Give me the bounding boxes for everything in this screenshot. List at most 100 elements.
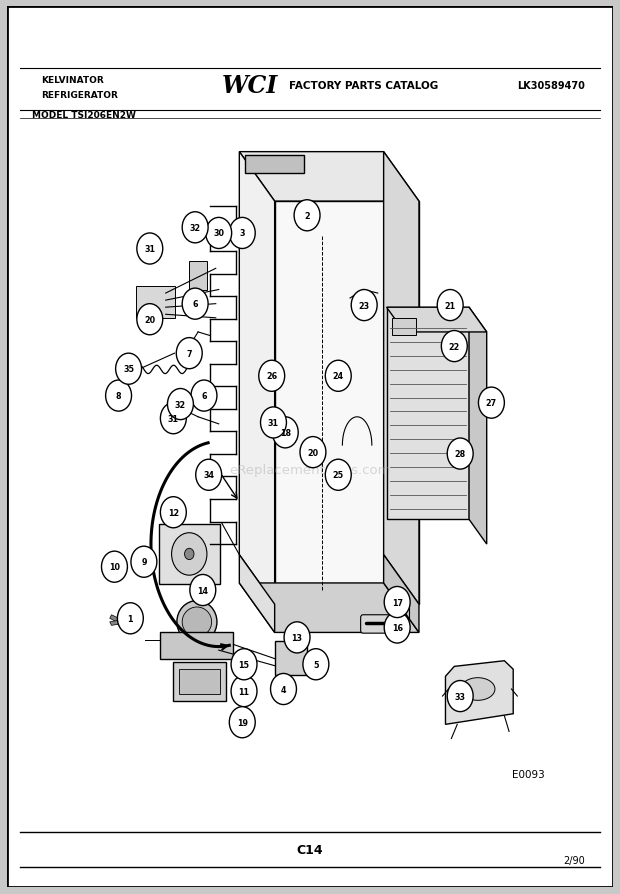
Text: MODEL TSI206EN2W: MODEL TSI206EN2W xyxy=(32,111,136,120)
Text: 32: 32 xyxy=(175,401,186,409)
Circle shape xyxy=(479,388,505,418)
FancyBboxPatch shape xyxy=(392,318,416,336)
Text: 24: 24 xyxy=(333,372,344,381)
Circle shape xyxy=(326,361,351,392)
Text: 9: 9 xyxy=(141,558,147,567)
Circle shape xyxy=(270,674,296,704)
Polygon shape xyxy=(445,661,513,724)
Text: 31: 31 xyxy=(168,414,179,423)
FancyBboxPatch shape xyxy=(197,393,210,406)
Circle shape xyxy=(117,603,143,634)
Circle shape xyxy=(384,612,410,644)
Polygon shape xyxy=(387,308,487,333)
Text: LK30589470: LK30589470 xyxy=(518,81,585,91)
Circle shape xyxy=(294,200,320,232)
Circle shape xyxy=(161,403,186,434)
Circle shape xyxy=(272,417,298,449)
Text: 33: 33 xyxy=(454,692,466,701)
Text: 27: 27 xyxy=(486,399,497,408)
Text: 3: 3 xyxy=(239,229,245,238)
Text: 19: 19 xyxy=(237,718,248,727)
Circle shape xyxy=(326,460,351,491)
Circle shape xyxy=(116,354,141,384)
Text: WCI: WCI xyxy=(222,74,278,98)
FancyBboxPatch shape xyxy=(179,670,221,694)
Text: 31: 31 xyxy=(144,245,155,254)
Text: 35: 35 xyxy=(123,365,134,374)
Text: 34: 34 xyxy=(203,471,214,480)
Text: 15: 15 xyxy=(239,660,249,669)
Text: 5: 5 xyxy=(313,660,319,669)
Text: 23: 23 xyxy=(358,301,370,310)
FancyBboxPatch shape xyxy=(246,156,304,173)
FancyBboxPatch shape xyxy=(174,662,226,701)
Text: 17: 17 xyxy=(392,598,402,607)
Circle shape xyxy=(441,331,467,362)
Circle shape xyxy=(260,408,286,439)
Text: 2/90: 2/90 xyxy=(564,856,585,865)
FancyBboxPatch shape xyxy=(189,262,207,291)
Text: 22: 22 xyxy=(449,342,460,351)
Text: 28: 28 xyxy=(454,450,466,459)
Polygon shape xyxy=(384,555,419,633)
Polygon shape xyxy=(110,619,133,626)
Text: 6: 6 xyxy=(192,299,198,308)
Circle shape xyxy=(182,289,208,320)
Circle shape xyxy=(131,546,157,578)
Text: 20: 20 xyxy=(144,316,156,325)
Polygon shape xyxy=(110,615,133,629)
Ellipse shape xyxy=(177,601,217,644)
Polygon shape xyxy=(239,555,275,633)
Text: 26: 26 xyxy=(266,372,277,381)
Circle shape xyxy=(102,552,128,583)
Circle shape xyxy=(229,218,255,249)
Text: 6: 6 xyxy=(202,392,206,401)
Text: 14: 14 xyxy=(197,586,208,595)
Text: 11: 11 xyxy=(239,687,249,696)
Circle shape xyxy=(172,533,207,576)
Circle shape xyxy=(206,218,232,249)
Text: 2: 2 xyxy=(304,212,310,221)
Polygon shape xyxy=(387,308,469,519)
Circle shape xyxy=(105,381,131,411)
Circle shape xyxy=(185,549,194,560)
Circle shape xyxy=(182,213,208,243)
Text: 12: 12 xyxy=(168,508,179,517)
Circle shape xyxy=(384,586,410,618)
Circle shape xyxy=(137,304,162,335)
Polygon shape xyxy=(384,153,419,604)
Circle shape xyxy=(190,575,216,606)
FancyBboxPatch shape xyxy=(136,287,175,318)
FancyBboxPatch shape xyxy=(159,525,221,585)
Circle shape xyxy=(447,439,473,469)
Text: 4: 4 xyxy=(281,685,286,694)
Text: 21: 21 xyxy=(445,301,456,310)
Circle shape xyxy=(447,680,473,712)
Text: 16: 16 xyxy=(392,623,402,632)
FancyBboxPatch shape xyxy=(361,615,401,634)
Circle shape xyxy=(167,389,193,420)
Ellipse shape xyxy=(311,661,323,671)
Text: 31: 31 xyxy=(268,418,279,427)
Circle shape xyxy=(196,460,222,491)
Circle shape xyxy=(303,649,329,680)
Text: 18: 18 xyxy=(280,428,291,437)
Text: 32: 32 xyxy=(190,224,201,232)
Text: FACTORY PARTS CATALOG: FACTORY PARTS CATALOG xyxy=(289,81,438,91)
Text: 7: 7 xyxy=(187,350,192,358)
Circle shape xyxy=(351,291,377,321)
Circle shape xyxy=(231,676,257,707)
Text: 10: 10 xyxy=(109,562,120,571)
Ellipse shape xyxy=(182,607,211,637)
Text: 20: 20 xyxy=(308,448,319,457)
Text: 25: 25 xyxy=(333,471,344,480)
Circle shape xyxy=(300,437,326,468)
Polygon shape xyxy=(239,153,275,604)
Polygon shape xyxy=(239,583,419,633)
Text: 13: 13 xyxy=(291,633,303,642)
Text: 30: 30 xyxy=(213,229,224,238)
FancyBboxPatch shape xyxy=(275,641,307,675)
Circle shape xyxy=(137,233,162,265)
Text: 1: 1 xyxy=(128,614,133,623)
Text: C14: C14 xyxy=(297,843,323,856)
